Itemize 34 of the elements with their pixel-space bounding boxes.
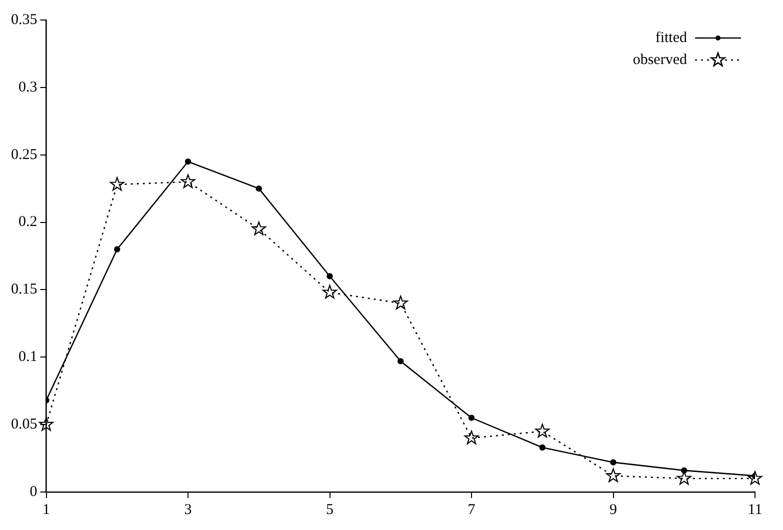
x-tick-label: 5 [326, 502, 334, 518]
point [180, 174, 196, 188]
point [393, 296, 408, 310]
y-tick-label: 0 [30, 484, 38, 500]
x-tick-label: 3 [184, 502, 192, 518]
y-tick-label: 0.3 [18, 79, 38, 96]
point [39, 417, 54, 431]
y-tick-label: 0.25 [11, 146, 38, 163]
point [252, 221, 266, 236]
point [322, 284, 337, 299]
x-tick-label: 11 [748, 502, 762, 518]
point [256, 185, 262, 192]
x-tick-label: 1 [42, 502, 50, 518]
x-tick-label: 7 [468, 502, 476, 518]
point [464, 430, 479, 444]
legend-label: fitted [655, 30, 688, 46]
point [606, 468, 620, 482]
y-tick-label: 0.1 [18, 349, 38, 366]
point [398, 358, 404, 364]
point [114, 246, 120, 252]
point [110, 176, 124, 191]
legend-label: observed [632, 52, 688, 68]
y-tick-label: 0.35 [11, 12, 38, 28]
point [539, 444, 546, 451]
y-tick-label: 0.05 [11, 416, 38, 433]
y-tick-label: 0.2 [18, 214, 38, 230]
point [468, 414, 475, 421]
point [184, 158, 192, 165]
point [535, 424, 550, 438]
y-tick-label: 0.15 [11, 282, 38, 298]
point [326, 273, 333, 280]
x-tick-label: 9 [610, 502, 617, 518]
point [748, 470, 762, 485]
point [610, 459, 616, 466]
